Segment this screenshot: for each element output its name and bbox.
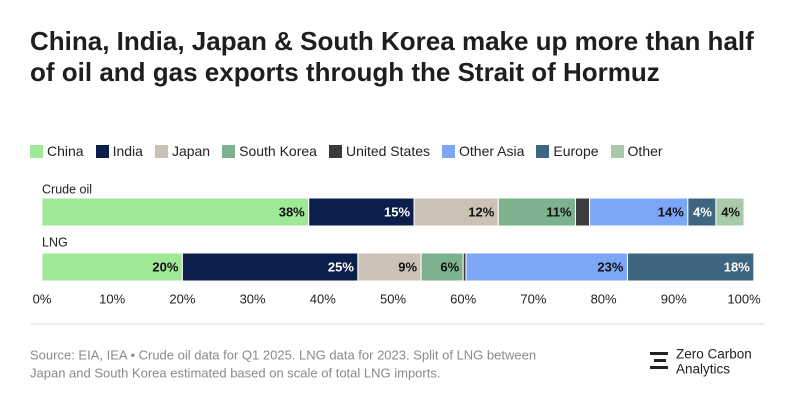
data-label: 18% <box>724 259 750 274</box>
legend-swatch <box>95 144 109 158</box>
legend-swatch <box>536 144 550 158</box>
legend-swatch <box>328 144 342 158</box>
chart-title: China, India, Japan & South Korea make u… <box>30 26 754 87</box>
data-label: 38% <box>279 204 305 219</box>
data-label: 6% <box>440 259 459 274</box>
legend-swatch <box>442 144 456 158</box>
logo-text: Analytics <box>676 362 730 377</box>
legend-label: India <box>112 143 143 159</box>
legend-label: Other <box>627 143 663 159</box>
legend-item: China <box>30 143 84 159</box>
legend-item: South Korea <box>222 143 317 159</box>
bar-segment <box>308 197 415 227</box>
data-label: 9% <box>398 259 417 274</box>
data-label: 4% <box>693 204 712 219</box>
legend-item: Europe <box>536 143 599 159</box>
source-note: Source: EIA, IEA • Crude oil data for Q1… <box>30 347 536 362</box>
data-label: 20% <box>152 259 178 274</box>
bar-segment <box>181 252 359 282</box>
legend-item: Other <box>610 143 663 159</box>
legend-item: Japan <box>154 143 211 159</box>
legend-item: United States <box>328 143 431 159</box>
legend-label: China <box>47 143 84 159</box>
data-label: 25% <box>328 259 354 274</box>
source-note: Japan and South Korea estimated based on… <box>30 365 440 380</box>
legend-swatch <box>154 144 168 158</box>
x-tick-label: 60% <box>450 291 476 306</box>
legend: China India Japan South Korea United States O… <box>30 143 663 159</box>
x-tick-label: 0% <box>33 291 52 306</box>
data-label: 14% <box>658 204 684 219</box>
logo-icon <box>650 352 668 369</box>
bar-segment <box>420 252 464 282</box>
legend-label: South Korea <box>239 143 317 159</box>
data-label: 12% <box>468 204 494 219</box>
x-tick-label: 100% <box>727 291 761 306</box>
bar-segment <box>41 197 310 227</box>
bar-segment <box>413 197 499 227</box>
legend-label: Other Asia <box>459 143 525 159</box>
x-tick-label: 10% <box>99 291 125 306</box>
bar-segment <box>575 197 591 227</box>
data-label: 11% <box>546 204 572 219</box>
logo-text: Zero Carbon <box>676 347 752 362</box>
legend-label: Japan <box>171 143 211 159</box>
legend-swatch <box>30 144 43 158</box>
x-tick-label: 50% <box>380 291 406 306</box>
legend-label: United States <box>345 143 431 159</box>
x-tick-label: 70% <box>520 291 546 306</box>
category-label: LNG <box>42 235 68 249</box>
legend-label: Europe <box>553 143 599 159</box>
x-tick-label: 30% <box>240 291 266 306</box>
category-label: Crude oil <box>42 182 92 196</box>
legend-item: India <box>95 143 143 159</box>
data-label: 23% <box>597 259 623 274</box>
bar-segment <box>357 252 422 282</box>
bar-segment <box>626 252 755 282</box>
legend-item: Other Asia <box>442 143 524 159</box>
data-label: 4% <box>721 204 740 219</box>
legend-swatch <box>222 144 236 158</box>
x-tick-label: 90% <box>661 291 687 306</box>
x-tick-label: 20% <box>169 291 195 306</box>
legend-swatch <box>610 144 624 158</box>
x-tick-label: 40% <box>310 291 336 306</box>
bar-segment <box>465 252 628 282</box>
data-label: 15% <box>384 204 410 219</box>
bar-segment <box>687 197 717 227</box>
x-tick-label: 80% <box>591 291 617 306</box>
bar-segment <box>589 197 689 227</box>
bar-segment <box>715 197 745 227</box>
